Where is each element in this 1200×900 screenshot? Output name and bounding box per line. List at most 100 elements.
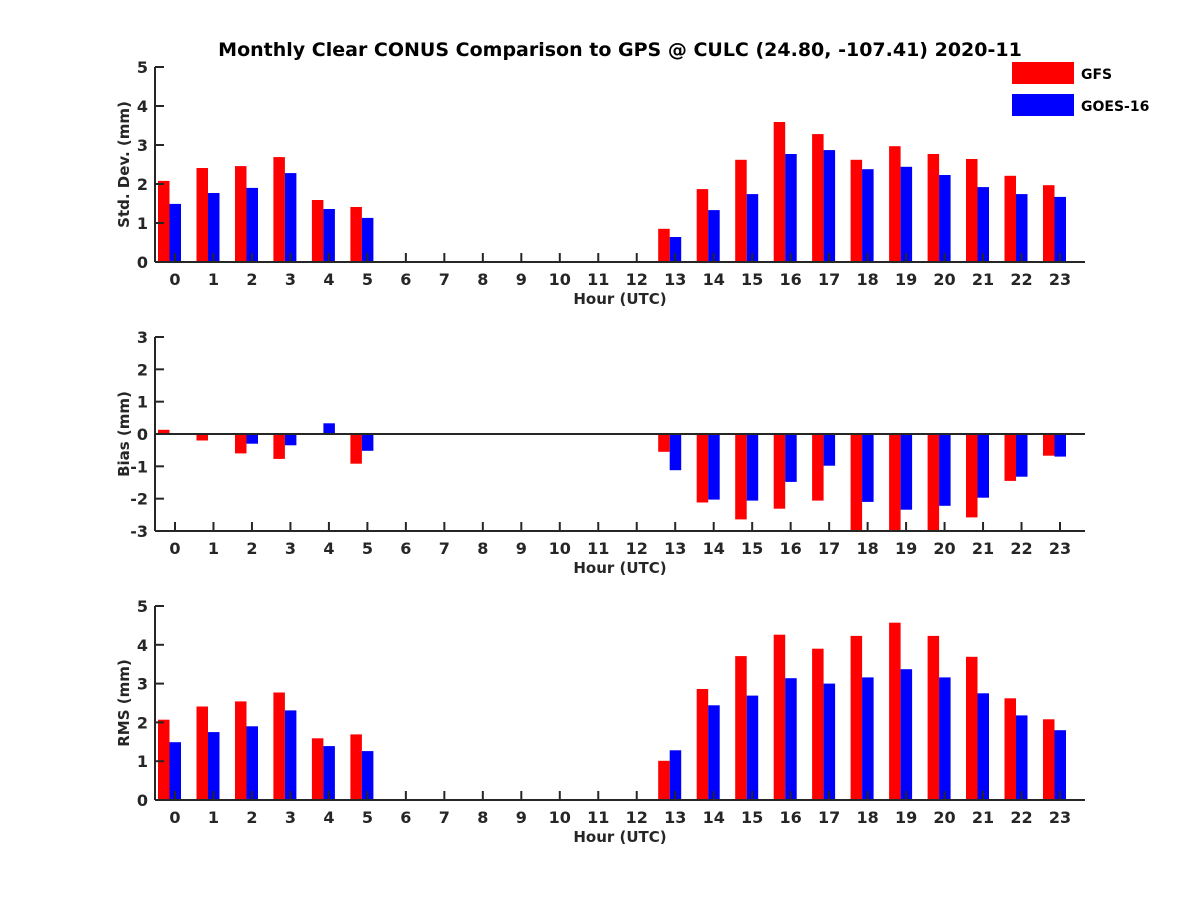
x-tick-label: 21	[972, 808, 994, 827]
x-tick-label: 8	[477, 539, 488, 558]
bar-gfs-hour-19	[889, 434, 901, 531]
bar-gfs-hour-18	[850, 635, 863, 800]
bar-gfs-hour-19	[889, 622, 901, 800]
x-tick-label: 1	[208, 539, 219, 558]
bar-gfs-hour-14	[696, 189, 709, 262]
bar-goes-16-hour-20	[939, 175, 951, 262]
bar-gfs-hour-4	[311, 200, 324, 262]
bar-gfs-hour-14	[696, 434, 709, 503]
bar-goes-16-hour-16	[785, 434, 797, 482]
y-tick-label: 0	[137, 425, 148, 444]
bar-gfs-hour-15	[735, 159, 747, 262]
bar-goes-16-hour-22	[1016, 434, 1028, 477]
x-tick-label: 17	[818, 539, 840, 558]
x-tick-label: 23	[1049, 539, 1071, 558]
bar-goes-16-hour-21	[977, 434, 989, 498]
x-tick-label: 19	[895, 270, 917, 289]
y-tick-label: 2	[137, 360, 148, 379]
y-tick-label: 2	[137, 175, 148, 194]
bar-gfs-hour-2	[235, 166, 247, 262]
y-axis-label: RMS (mm)	[115, 659, 133, 746]
y-tick-label: 5	[137, 597, 148, 616]
bar-goes-16-hour-3	[284, 434, 297, 446]
bar-gfs-hour-22	[1004, 698, 1016, 800]
x-tick-label: 11	[587, 270, 609, 289]
legend-label-goes16: GOES-16	[1081, 99, 1149, 115]
y-tick-label: 3	[137, 675, 148, 694]
bar-goes-16-hour-14	[708, 434, 720, 500]
x-tick-label: 7	[439, 808, 450, 827]
x-tick-label: 11	[587, 539, 609, 558]
x-tick-label: 22	[1010, 539, 1032, 558]
bar-gfs-hour-21	[966, 434, 978, 518]
y-tick-label: 3	[137, 136, 148, 155]
x-tick-label: 9	[516, 539, 527, 558]
x-tick-label: 12	[626, 270, 648, 289]
x-tick-label: 5	[362, 539, 373, 558]
bar-goes-16-hour-1	[208, 193, 220, 262]
x-tick-label: 23	[1049, 270, 1071, 289]
legend-swatch-goes16	[1012, 94, 1074, 116]
x-tick-label: 13	[664, 539, 686, 558]
x-tick-label: 10	[549, 270, 571, 289]
x-tick-label: 15	[741, 539, 763, 558]
x-tick-label: 18	[856, 270, 878, 289]
bar-goes-16-hour-17	[823, 150, 836, 262]
x-tick-label: 0	[169, 270, 180, 289]
bar-goes-16-hour-4	[323, 746, 335, 800]
x-tick-label: 20	[933, 270, 955, 289]
bar-gfs-hour-20	[927, 635, 940, 800]
bar-gfs-hour-17	[812, 434, 824, 501]
bar-gfs-hour-17	[812, 134, 824, 262]
x-tick-label: 20	[933, 539, 955, 558]
bar-gfs-hour-23	[1043, 434, 1055, 456]
x-tick-label: 8	[477, 808, 488, 827]
bar-goes-16-hour-1	[208, 732, 220, 800]
bar-gfs-hour-13	[658, 434, 670, 452]
bar-gfs-hour-18	[850, 159, 863, 262]
bar-gfs-hour-1	[196, 706, 208, 800]
x-tick-label: 21	[972, 539, 994, 558]
bar-gfs-hour-20	[927, 434, 940, 531]
bar-gfs-hour-3	[273, 157, 285, 262]
bar-goes-16-hour-5	[361, 434, 374, 451]
bar-goes-16-hour-15	[746, 194, 759, 262]
x-tick-label: 3	[285, 539, 296, 558]
bar-gfs-hour-5	[350, 207, 362, 262]
x-tick-label: 15	[741, 808, 763, 827]
x-tick-label: 19	[895, 808, 917, 827]
bar-goes-16-hour-2	[246, 434, 258, 444]
y-tick-label: 2	[137, 713, 148, 732]
bar-goes-16-hour-13	[669, 237, 682, 262]
bar-gfs-hour-22	[1004, 434, 1016, 481]
x-tick-label: 6	[400, 270, 411, 289]
bar-goes-16-hour-21	[977, 693, 989, 800]
x-tick-label: 0	[169, 539, 180, 558]
x-tick-label: 20	[933, 808, 955, 827]
x-tick-label: 4	[323, 539, 334, 558]
x-tick-label: 13	[664, 270, 686, 289]
x-tick-label: 9	[516, 270, 527, 289]
bar-goes-16-hour-2	[246, 187, 258, 262]
bar-gfs-hour-0	[158, 180, 170, 262]
bar-goes-16-hour-16	[785, 678, 797, 800]
y-tick-label: 4	[137, 636, 148, 655]
x-tick-label: 14	[703, 808, 725, 827]
x-tick-label: 16	[780, 808, 802, 827]
bar-gfs-hour-21	[966, 656, 978, 800]
bar-goes-16-hour-15	[746, 434, 759, 501]
bar-gfs-hour-19	[889, 146, 901, 262]
bar-goes-16-hour-19	[900, 669, 913, 800]
x-axis-label: Hour (UTC)	[573, 828, 666, 846]
y-tick-label: -1	[130, 457, 148, 476]
x-tick-label: 3	[285, 270, 296, 289]
bar-gfs-hour-2	[235, 701, 247, 800]
x-tick-label: 4	[323, 808, 334, 827]
bar-goes-16-hour-13	[669, 434, 682, 471]
bar-goes-16-hour-0	[169, 203, 181, 262]
bar-goes-16-hour-21	[977, 187, 989, 262]
bar-gfs-hour-14	[696, 689, 709, 800]
x-tick-label: 10	[549, 539, 571, 558]
